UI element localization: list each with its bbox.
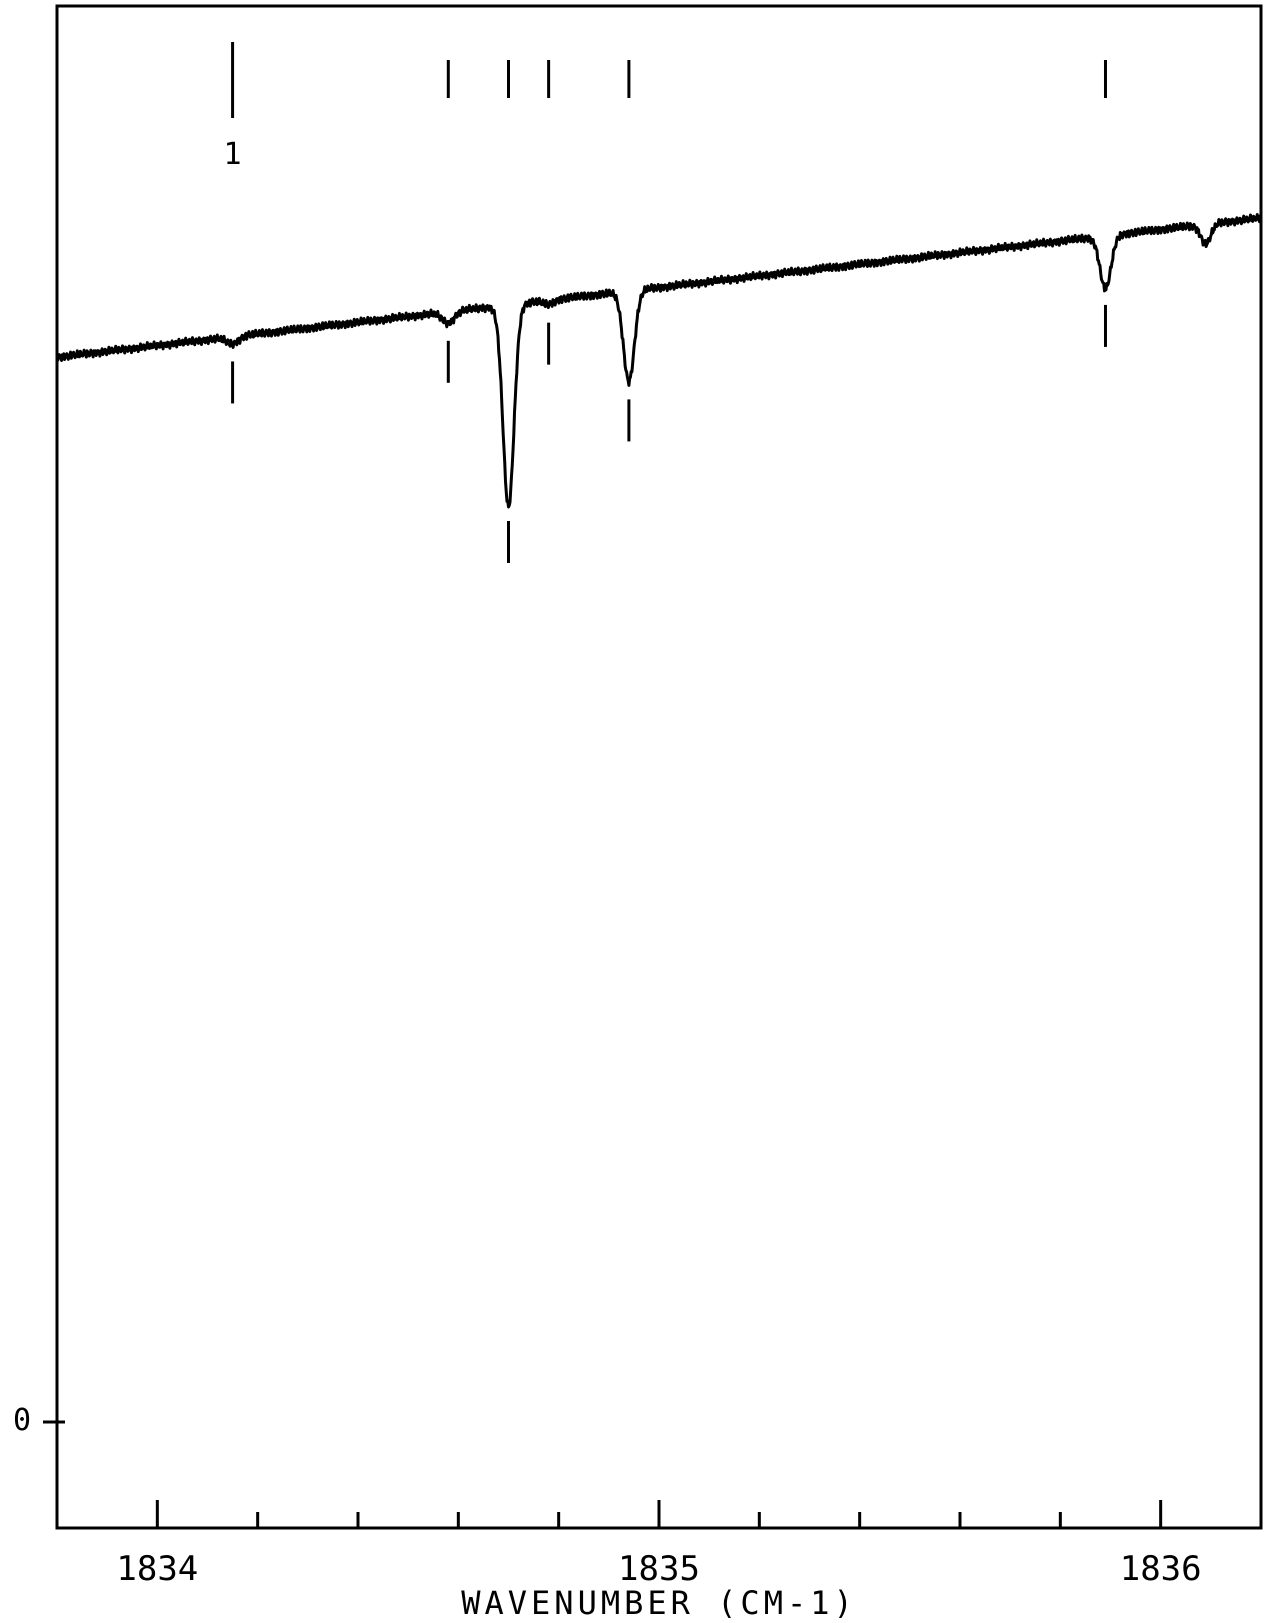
line-markers: 1 bbox=[224, 42, 1107, 563]
x-tick-label: 1834 bbox=[116, 1549, 198, 1589]
x-tick-label: 1836 bbox=[1120, 1549, 1202, 1589]
x-axis-label: WAVENUMBER (CM-1) bbox=[461, 1584, 857, 1622]
x-tick-label: 1835 bbox=[618, 1549, 700, 1589]
x-axis-tick-labels: 1834 1835 1836 bbox=[116, 1549, 1201, 1589]
spectrum-line bbox=[55, 213, 1262, 509]
top-marker-label: 1 bbox=[224, 137, 242, 172]
y-axis-ticks: 0 bbox=[13, 1403, 65, 1438]
plot-frame bbox=[55, 4, 1263, 1530]
y-tick-label: 0 bbox=[13, 1403, 31, 1438]
x-axis-ticks bbox=[155, 1500, 1163, 1528]
